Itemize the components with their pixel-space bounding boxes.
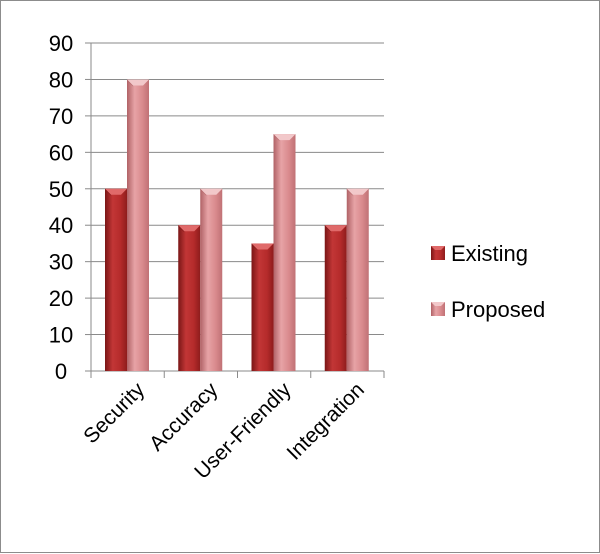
y-tick-label: 60 (49, 140, 73, 165)
y-tick-label: 50 (49, 177, 73, 202)
bar-proposed-integration (346, 188, 369, 371)
bar-proposed-security (127, 79, 149, 371)
bar-top-edge (346, 188, 353, 196)
bar-top (324, 225, 347, 232)
bar-top-edge (178, 225, 185, 233)
x-tick-label: Integration (282, 378, 368, 464)
bars (105, 79, 369, 371)
y-tick-labels: 0 10 20 30 40 50 60 70 80 90 (49, 31, 73, 384)
bar-existing-accuracy (178, 225, 201, 371)
bar-top-edge (251, 243, 258, 251)
bar-existing-security (105, 188, 127, 371)
legend-swatch-top (431, 246, 445, 250)
legend-item-existing: Existing (431, 241, 528, 266)
bar-existing-user-friendly (251, 243, 274, 371)
bar-face (324, 225, 347, 371)
bar-proposed-accuracy (200, 188, 223, 371)
legend-label: Existing (451, 241, 528, 266)
bar-face (178, 225, 201, 371)
bar-top-edge (200, 188, 207, 196)
bar-face (200, 188, 223, 371)
x-tick-label: Security (79, 378, 149, 448)
bar-face (251, 243, 274, 371)
bar-face (127, 79, 149, 371)
bar-proposed-user-friendly (273, 134, 296, 371)
x-tick-label: Accuracy (145, 378, 223, 456)
legend-swatch-top (431, 302, 445, 306)
bar-top (178, 225, 201, 232)
legend-label: Proposed (451, 297, 545, 322)
bar-top (127, 79, 149, 86)
bar-top-edge (273, 134, 280, 142)
y-tick-label: 0 (55, 359, 67, 384)
bar-top (105, 188, 127, 195)
y-tick-label: 30 (49, 250, 73, 275)
y-tick-label: 70 (49, 104, 73, 129)
bar-top-edge (105, 188, 111, 196)
y-tick-label: 10 (49, 323, 73, 348)
bar-top-edge (127, 79, 133, 87)
bar-top (251, 243, 274, 250)
legend-item-proposed: Proposed (431, 297, 545, 322)
y-tick-label: 20 (49, 286, 73, 311)
bar-existing-integration (324, 225, 347, 371)
y-tick-label: 40 (49, 213, 73, 238)
bar-top (273, 134, 296, 141)
bar-top (200, 188, 223, 195)
y-tick-label: 90 (49, 31, 73, 56)
legend: Existing Proposed (431, 241, 545, 322)
bar-face (105, 188, 127, 371)
y-tick-label: 80 (49, 67, 73, 92)
bar-face (273, 134, 296, 371)
bar-face (346, 188, 369, 371)
bar-top (346, 188, 369, 195)
bar-top-edge (324, 225, 331, 233)
